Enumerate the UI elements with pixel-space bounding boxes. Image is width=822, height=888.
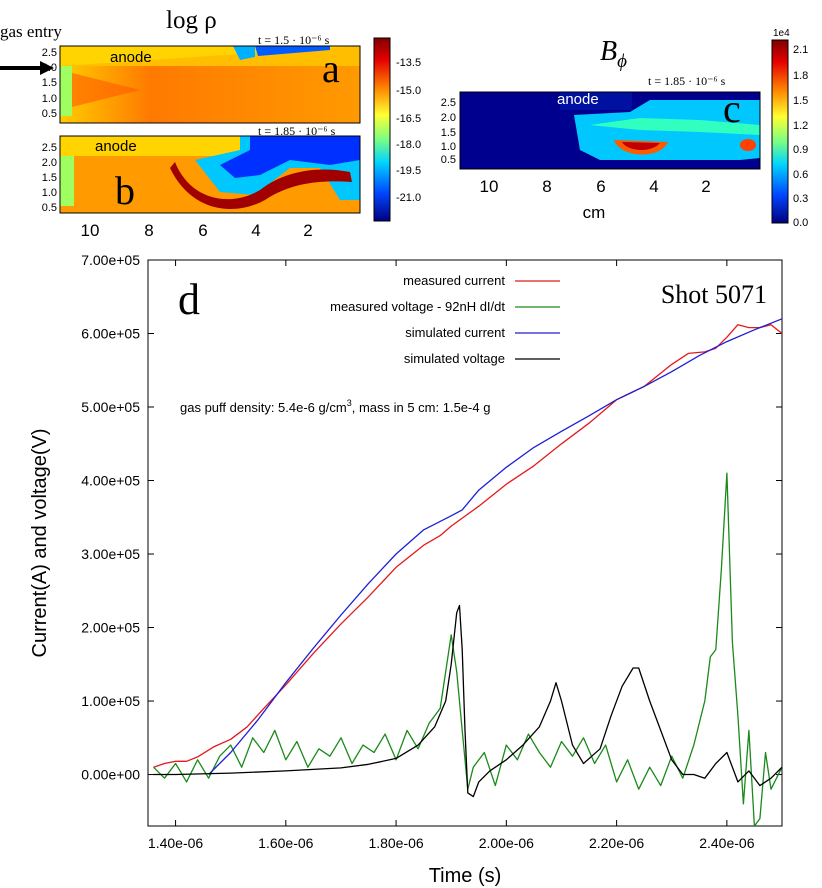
- shot-label: Shot 5071: [661, 280, 767, 309]
- panel-c-ytick: 2.0: [441, 112, 456, 124]
- x-tick-label: 2.20e-06: [589, 835, 644, 851]
- legend-label-measured-voltage: measured voltage - 92nH dI/dt: [330, 299, 505, 314]
- panel-b-ytick: 0.5: [42, 202, 57, 214]
- panel-b-ytick: 2.0: [42, 157, 57, 169]
- rho-colorbar-tick: -19.5: [396, 165, 421, 177]
- b-colorbar-exponent: 1e4: [773, 28, 790, 39]
- b-colorbar-tick: 1.8: [793, 70, 808, 82]
- panel-a-ytick: 2.5: [42, 47, 57, 59]
- y-tick-label: 5.00e+05: [81, 399, 140, 415]
- b-colorbar-tick: 0.9: [793, 144, 808, 156]
- x-tick-label: 2.00e-06: [479, 835, 534, 851]
- panel-b-xtick: 2: [303, 221, 312, 240]
- panel-b-time: t = 1.85 · 10⁻⁶ s: [258, 124, 336, 138]
- panel-c-xtick: 4: [649, 177, 658, 196]
- x-tick-label: 2.40e-06: [699, 835, 754, 851]
- b-colorbar-tick: 0.6: [793, 169, 808, 181]
- panel-c-ytick: 1.5: [441, 127, 456, 139]
- panel-b-anode: anode: [95, 138, 137, 155]
- b-colorbar-tick: 1.2: [793, 120, 808, 132]
- rho-title: log ρ: [166, 7, 217, 34]
- rho-colorbar-tick: -15.0: [396, 85, 421, 97]
- panel-c-time: t = 1.85 · 10⁻⁶ s: [648, 74, 726, 88]
- annotation: gas puff density: 5.4e-6 g/cm3, mass in …: [180, 398, 490, 415]
- y-tick-label: 2.00e+05: [81, 620, 140, 636]
- panel-c-letter: c: [723, 86, 741, 131]
- simulated-voltage-line: [153, 604, 782, 798]
- b-colorbar: [771, 39, 789, 224]
- panel-b-xtick: 8: [144, 221, 153, 240]
- legend-label-measured-current: measured current: [403, 273, 505, 288]
- measured-voltage-line: [153, 472, 782, 826]
- panel-c-ytick: 0.5: [441, 154, 456, 166]
- rho-colorbar-tick: -13.5: [396, 57, 421, 69]
- legend: measured current measured voltage - 92nH…: [330, 273, 560, 366]
- b-colorbar-tick: 0.0: [793, 217, 808, 229]
- rho-colorbar: [373, 37, 391, 222]
- y-tick-label: 3.00e+05: [81, 546, 140, 562]
- main-chart: 1.40e-06 1.60e-06 1.80e-06 2.00e-06 2.20e-06…: [81, 252, 783, 851]
- rho-colorbar-tick: -18.0: [396, 139, 421, 151]
- y-tick-label: 1.00e+05: [81, 693, 140, 709]
- legend-label-simulated-voltage: simulated voltage: [404, 351, 505, 366]
- b-colorbar-tick: 2.1: [793, 44, 808, 56]
- y-axis-label: Current(A) and voltage(V): [29, 429, 51, 658]
- panel-c-xtick: 8: [542, 177, 551, 196]
- rho-colorbar-tick: -16.5: [396, 113, 421, 125]
- b-colorbar-tick: 0.3: [793, 193, 808, 205]
- panel-d-letter: d: [178, 275, 200, 324]
- y-tick-label: 0.00e+00: [81, 767, 140, 783]
- x-tick-label: 1.60e-06: [258, 835, 313, 851]
- gas-entry-label: gas entry: [0, 22, 62, 41]
- x-tick-label: 1.40e-06: [148, 835, 203, 851]
- panel-b-plot: [59, 135, 361, 214]
- panel-c-plot: [459, 91, 761, 170]
- y-tick-label: 4.00e+05: [81, 473, 140, 489]
- simulated-current-line: [208, 318, 782, 775]
- panel-b-xtick: 10: [81, 221, 100, 240]
- panel-a-plot: [59, 45, 361, 124]
- panel-a-ytick: 2.0: [42, 62, 57, 74]
- panel-b-ytick: 1.0: [42, 187, 57, 199]
- panel-c-xtick: 6: [596, 177, 605, 196]
- b-phi-title: Bϕ: [600, 36, 627, 72]
- measured-current-line: [153, 324, 782, 768]
- panel-a-anode: anode: [110, 49, 152, 66]
- panel-a-letter: a: [322, 46, 340, 91]
- b-colorbar-tick: 1.5: [793, 95, 808, 107]
- panel-c-ytick: 1.0: [441, 141, 456, 153]
- panel-a-time: t = 1.5 · 10⁻⁶ s: [258, 33, 330, 47]
- plot-area: [147, 259, 783, 827]
- y-tick-label: 7.00e+05: [81, 252, 140, 268]
- panel-c-xunit: cm: [583, 203, 606, 222]
- panel-a-ytick: 0.5: [42, 108, 57, 120]
- panel-b-ytick: 1.5: [42, 172, 57, 184]
- panel-c-xtick: 10: [480, 177, 499, 196]
- y-tick-label: 6.00e+05: [81, 326, 140, 342]
- arrow-right-icon: [0, 61, 54, 75]
- panel-b-ytick: 2.5: [42, 142, 57, 154]
- panel-b-letter: b: [115, 168, 135, 213]
- panel-a-ytick: 1.0: [42, 93, 57, 105]
- panel-c-xtick: 2: [701, 177, 710, 196]
- panel-b-xtick: 4: [251, 221, 260, 240]
- rho-colorbar-tick: -21.0: [396, 192, 421, 204]
- legend-label-simulated-current: simulated current: [405, 325, 505, 340]
- panel-a-ytick: 1.5: [42, 77, 57, 89]
- panel-c-ytick: 2.5: [441, 97, 456, 109]
- panel-c-anode: anode: [557, 91, 599, 108]
- panel-b-xtick: 6: [198, 221, 207, 240]
- x-tick-label: 1.80e-06: [368, 835, 423, 851]
- x-axis-label: Time (s): [429, 865, 502, 887]
